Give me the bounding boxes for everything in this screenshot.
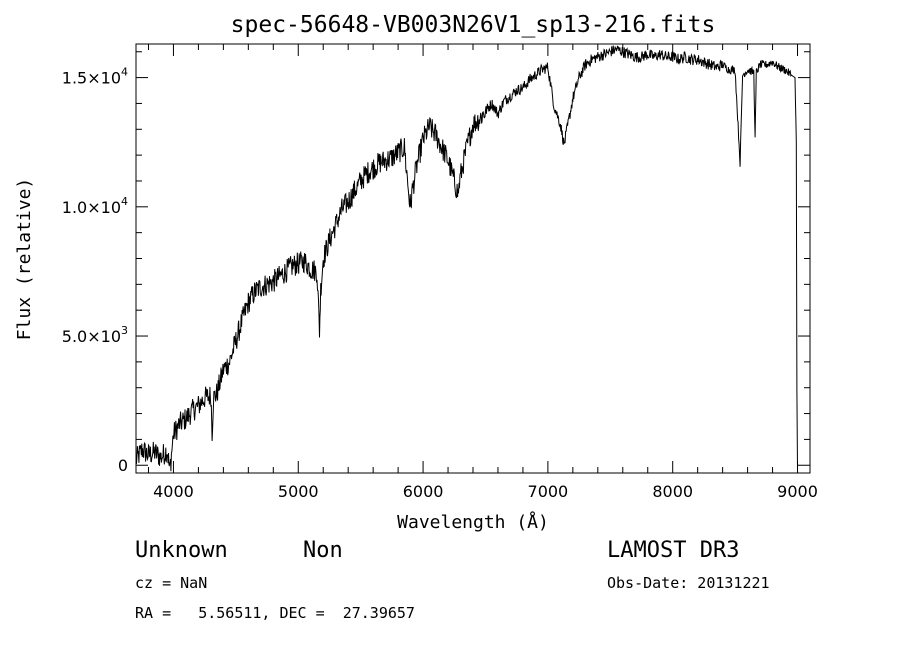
x-axis-label: Wavelength (Å) <box>397 511 549 533</box>
x-tick-label: 5000 <box>278 482 319 501</box>
y-tick-label: 1.0×104 <box>62 195 128 217</box>
y-axis-label: Flux (relative) <box>14 178 35 341</box>
x-tick-label: 6000 <box>403 482 444 501</box>
y-tick-label: 0 <box>118 456 128 475</box>
obs-date: Obs-Date: 20131221 <box>607 574 770 592</box>
object-subclass: Non <box>303 538 343 563</box>
chart-title: spec-56648-VB003N26V1_sp13-216.fits <box>231 12 716 38</box>
x-tick-label: 8000 <box>652 482 693 501</box>
object-class: Unknown <box>135 538 228 563</box>
survey-name: LAMOST DR3 <box>607 538 740 563</box>
axis-ticks <box>136 44 810 473</box>
redshift-readout: cz = NaN <box>135 574 208 592</box>
coordinates-readout: RA = 5.56511, DEC = 27.39657 <box>135 604 415 622</box>
flux-series-line <box>135 45 798 472</box>
y-tick-label: 1.5×104 <box>62 66 128 88</box>
plot-frame <box>135 43 811 474</box>
y-tick-label: 5.0×103 <box>62 324 128 346</box>
x-tick-label: 7000 <box>528 482 569 501</box>
x-tick-label: 4000 <box>153 482 194 501</box>
x-tick-label: 9000 <box>777 482 818 501</box>
tick-labels: 4000 5000 6000 7000 8000 9000 0 5.0×103 1.0×104 1… <box>62 66 818 501</box>
